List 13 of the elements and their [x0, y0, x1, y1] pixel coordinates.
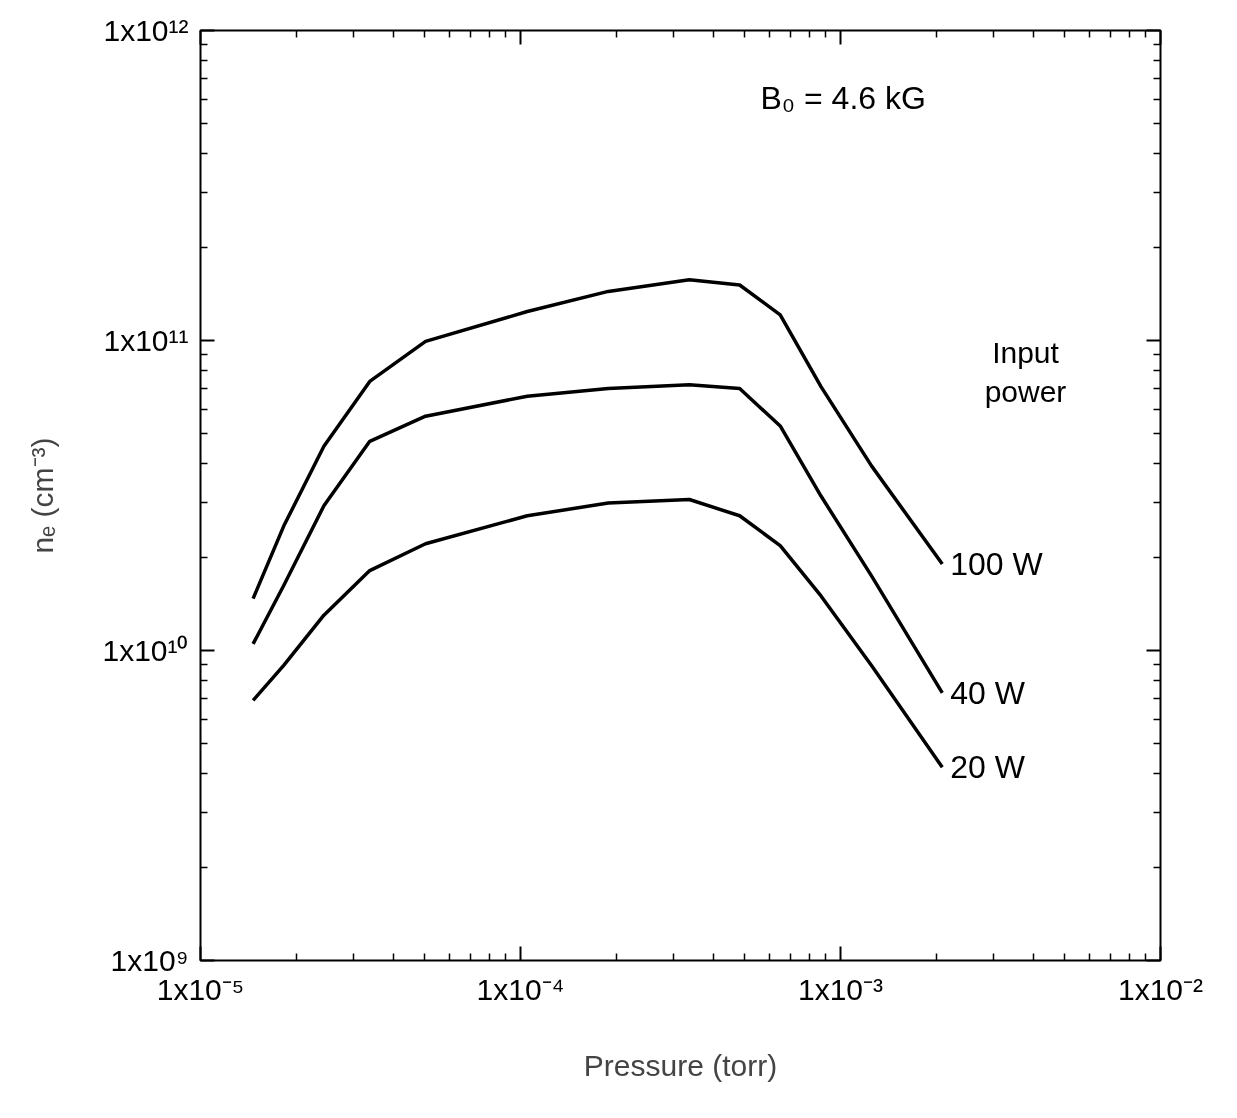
x-tick-label: 1x10⁻² — [1117, 972, 1204, 1006]
series-label: 20 W — [950, 749, 1026, 786]
x-tick-label: 1x10⁻³ — [797, 972, 884, 1006]
series-label: 40 W — [950, 674, 1026, 711]
legend-title: Input power — [984, 335, 1067, 409]
series-label: 100 W — [950, 546, 1044, 583]
x-axis-title: Pressure (torr) — [583, 1048, 778, 1082]
x-tick-label: 1x10⁻⁴ — [476, 972, 565, 1006]
annotation: B₀ = 4.6 kG — [760, 79, 926, 116]
y-axis-title: nₑ (cm⁻³) — [26, 437, 60, 554]
y-tick-label: 1x10¹⁰ — [102, 634, 189, 667]
y-tick-label: 1x10¹¹ — [103, 324, 189, 357]
y-tick-label: 1x10¹² — [103, 14, 189, 47]
